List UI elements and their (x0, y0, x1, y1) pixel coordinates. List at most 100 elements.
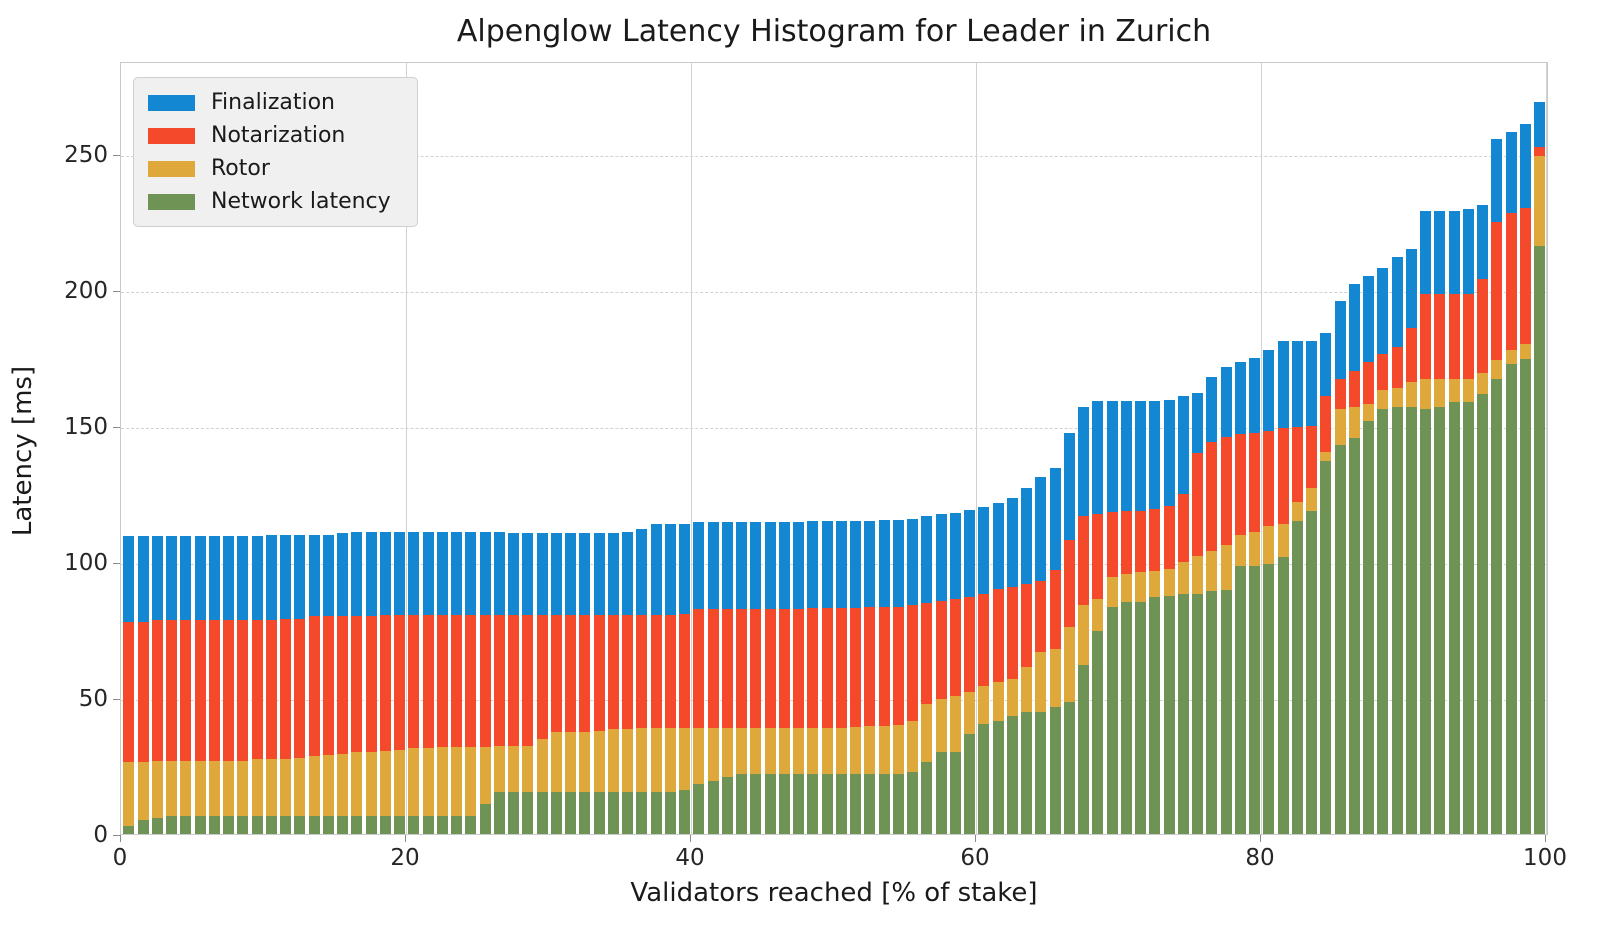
bar-segment-rotor (793, 727, 804, 775)
bar-segment-finalization (1434, 210, 1446, 294)
bar-segment-notarization (1348, 371, 1360, 407)
bar-segment-network (935, 752, 947, 834)
bar (1106, 400, 1118, 834)
bar (821, 521, 833, 834)
bar (835, 521, 847, 834)
bar-segment-rotor (322, 755, 334, 817)
bar-segment-finalization (208, 535, 220, 621)
x-gridline (1546, 63, 1547, 834)
bar-segment-notarization (1149, 508, 1161, 571)
bar (921, 515, 933, 834)
bar-segment-notarization (394, 614, 405, 750)
bar-segment-finalization (1106, 400, 1118, 512)
bar-segment-finalization (1049, 467, 1061, 570)
bar (864, 521, 876, 834)
bar-segment-network (1348, 437, 1360, 834)
bar-segment-finalization (835, 521, 847, 609)
bar-segment-rotor (593, 730, 605, 792)
bar-segment-notarization (864, 607, 876, 727)
bar-segment-network (1249, 565, 1260, 834)
bar-segment-finalization (1092, 401, 1104, 514)
bar (1405, 248, 1417, 834)
bar (1448, 210, 1460, 834)
bar-segment-network (850, 774, 861, 834)
bar-segment-finalization (764, 521, 776, 609)
bar-segment-finalization (1291, 341, 1303, 428)
bar-segment-finalization (679, 523, 690, 614)
bar (707, 522, 719, 834)
bar-segment-network (522, 791, 534, 834)
bar-segment-rotor (1120, 573, 1132, 602)
y-axis-label: Latency [ms] (8, 365, 38, 537)
bar-segment-network (237, 816, 249, 834)
bar-segment-rotor (208, 760, 220, 817)
bar-segment-finalization (1035, 477, 1047, 581)
bar (1177, 395, 1189, 834)
bar-segment-rotor (992, 681, 1004, 722)
bar-segment-network (1149, 596, 1161, 834)
bar-segment-network (166, 816, 177, 834)
bar-segment-notarization (693, 609, 705, 728)
bar-segment-notarization (1277, 428, 1289, 524)
bar-segment-finalization (1519, 123, 1531, 208)
bar-segment-rotor (736, 727, 747, 775)
bar-segment-finalization (451, 531, 462, 615)
bar-segment-network (337, 816, 348, 834)
bar-segment-finalization (693, 522, 705, 610)
bar-segment-finalization (166, 535, 177, 621)
bar-segment-rotor (850, 727, 861, 775)
bar-segment-notarization (821, 608, 833, 728)
bar-segment-network (1306, 510, 1317, 834)
bar-segment-network (821, 774, 833, 834)
bar-segment-network (465, 816, 477, 834)
bar-segment-rotor (693, 727, 705, 784)
bar-segment-notarization (280, 618, 291, 760)
bar-segment-network (493, 791, 505, 834)
bar (522, 533, 534, 834)
bar-segment-notarization (679, 613, 690, 728)
bar-segment-finalization (892, 519, 904, 607)
bar-segment-notarization (479, 614, 491, 747)
bar-segment-rotor (721, 727, 733, 777)
bar-segment-notarization (1092, 513, 1104, 599)
rotor-swatch (148, 160, 195, 177)
bar (593, 533, 605, 834)
bar-segment-network (550, 791, 562, 834)
bar (408, 531, 420, 834)
bar-segment-network (593, 791, 605, 834)
bar-segment-notarization (736, 608, 747, 728)
bar-segment-rotor (750, 727, 762, 775)
bar-segment-notarization (892, 606, 904, 726)
bar-segment-rotor (978, 685, 990, 725)
bar-segment-rotor (1462, 378, 1474, 402)
bar-segment-notarization (1206, 442, 1218, 551)
bar (151, 535, 163, 834)
bar-segment-finalization (137, 535, 149, 622)
bar-segment-finalization (1078, 406, 1089, 516)
y-tick-label: 0 (93, 822, 108, 848)
y-gridline (121, 155, 1547, 157)
bar (1377, 267, 1389, 834)
bar-segment-rotor (479, 746, 491, 805)
bar (650, 523, 662, 834)
bar (123, 535, 135, 834)
bar (664, 523, 676, 834)
bar (850, 521, 861, 834)
bar-segment-rotor (465, 746, 477, 817)
bar (1534, 101, 1545, 834)
bar-segment-rotor (137, 761, 149, 821)
bar-segment-notarization (707, 608, 719, 728)
bar-segment-notarization (579, 614, 591, 732)
bar (736, 521, 747, 834)
bar-segment-notarization (921, 602, 933, 704)
bar-segment-finalization (308, 534, 320, 617)
bar-segment-rotor (379, 750, 391, 817)
bar (1149, 400, 1161, 834)
bar-segment-finalization (1491, 138, 1503, 222)
bar-segment-rotor (664, 727, 676, 792)
bar-segment-network (992, 721, 1004, 834)
bar-segment-network (807, 774, 819, 834)
bar-segment-notarization (550, 614, 562, 732)
bar-segment-finalization (379, 531, 391, 615)
bar-segment-network (379, 816, 391, 834)
